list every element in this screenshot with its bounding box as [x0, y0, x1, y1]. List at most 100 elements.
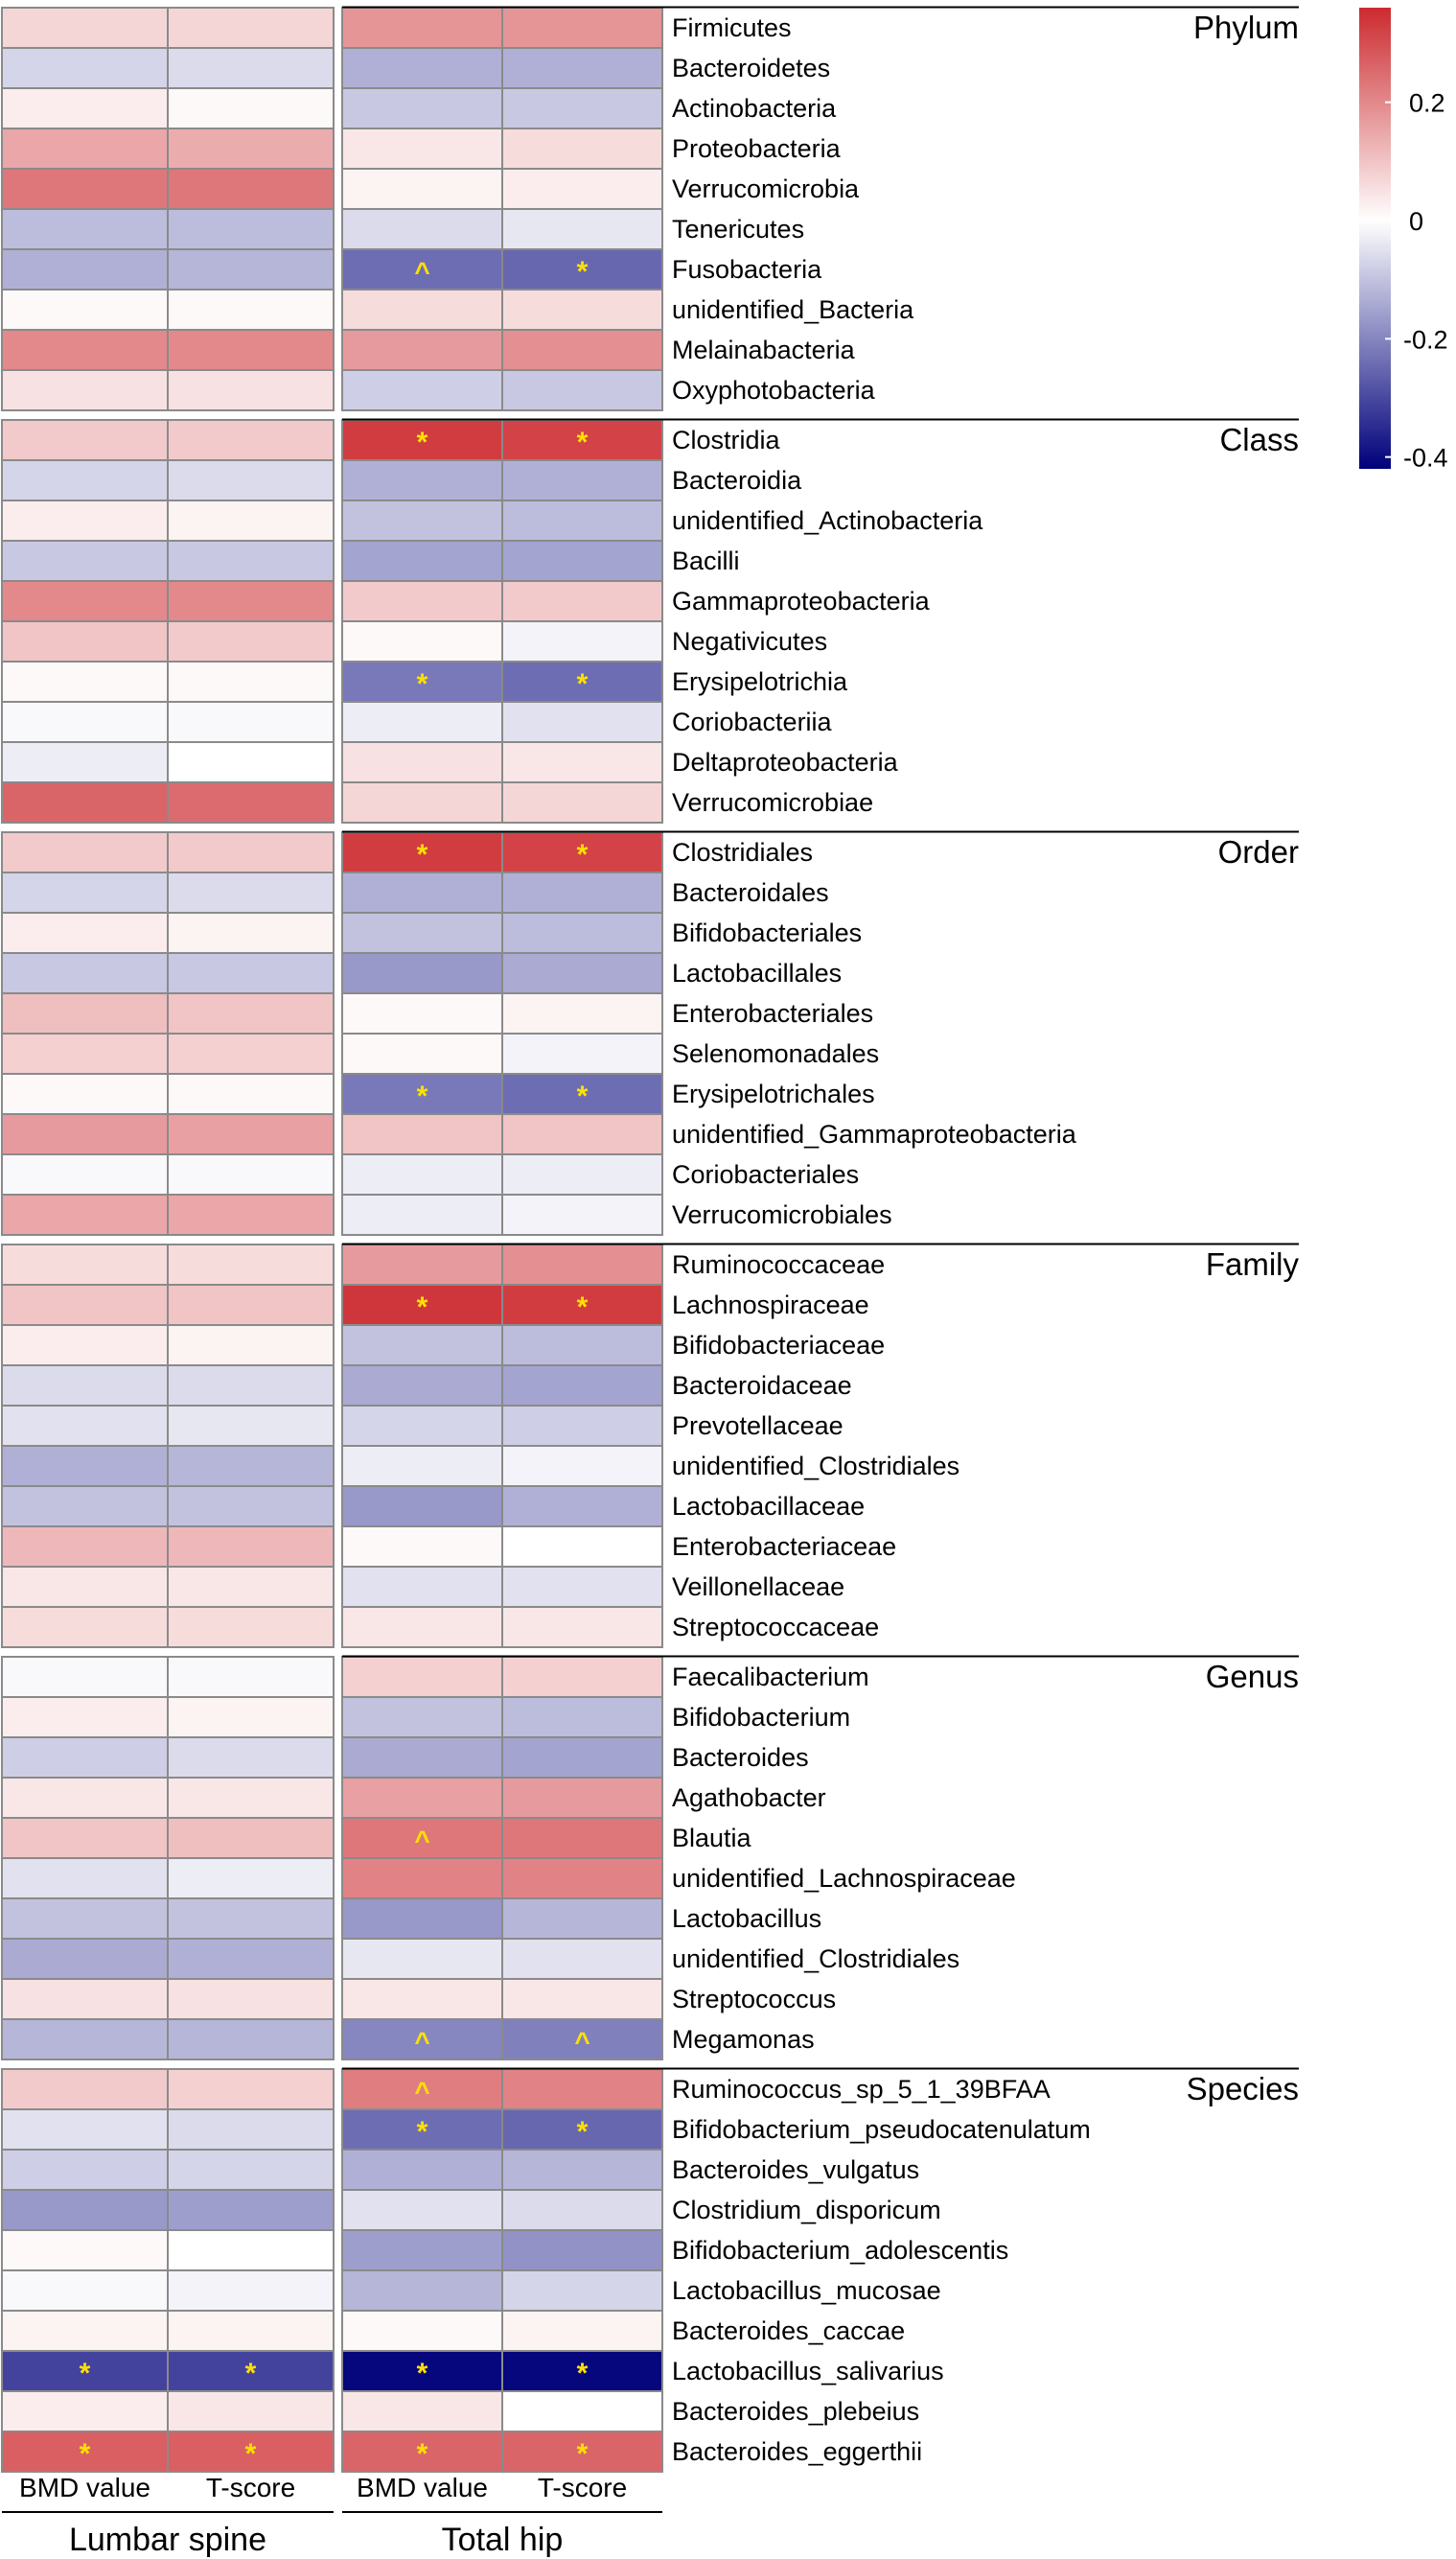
heatmap-cell [342, 2311, 502, 2351]
heatmap-cell [168, 1898, 334, 1939]
heatmap-cell [502, 1697, 662, 1737]
heatmap-cell [2, 1898, 168, 1939]
heatmap-cell [2, 953, 168, 993]
heatmap-cell [2, 1939, 168, 1979]
significance-asterisk: * [577, 839, 589, 871]
heatmap-cell [2, 1858, 168, 1898]
row-label: Lactobacillales [672, 959, 842, 988]
heatmap-cell [502, 1365, 662, 1406]
heatmap-cell [2, 1979, 168, 2019]
row-label: unidentified_Gammaproteobacteria [672, 1120, 1077, 1149]
row-label: unidentified_Bacteria [672, 295, 914, 324]
row-label: Bifidobacteriales [672, 919, 862, 947]
row-label: Clostridiales [672, 838, 813, 867]
heatmap-cell [168, 2270, 334, 2311]
heatmap-cell [342, 169, 502, 209]
heatmap-cell [168, 1154, 334, 1195]
heatmap-cell [168, 1737, 334, 1778]
heatmap-cell [342, 420, 502, 460]
heatmap-cell [2, 1034, 168, 1074]
heatmap-cell [168, 1325, 334, 1365]
heatmap-cells [2, 8, 662, 2472]
taxonomy-level-genus: Genus [1206, 1659, 1299, 1694]
row-label: Bacteroidia [672, 466, 802, 495]
heatmap-cell [502, 2190, 662, 2230]
heatmap-cell [168, 1285, 334, 1325]
heatmap-cell [502, 1657, 662, 1697]
significance-asterisk: * [417, 668, 428, 700]
heatmap-cell [502, 2391, 662, 2431]
heatmap-cell [342, 1034, 502, 1074]
heatmap-cell [342, 702, 502, 742]
significance-asterisk: * [417, 1291, 428, 1323]
significance-caret: ^ [574, 2027, 589, 2057]
heatmap-cell [168, 2431, 334, 2472]
heatmap-cell [168, 541, 334, 581]
heatmap-cell [168, 1697, 334, 1737]
heatmap-cell [2, 993, 168, 1034]
significance-asterisk: * [245, 2358, 257, 2389]
heatmap-cell [2, 1154, 168, 1195]
heatmap-cell [502, 370, 662, 410]
heatmap-cell [168, 169, 334, 209]
heatmap-cell [342, 1154, 502, 1195]
heatmap-cell [342, 370, 502, 410]
significance-caret: ^ [414, 1826, 429, 1855]
row-label: Bifidobacteriaceae [672, 1331, 885, 1360]
heatmap-cell [168, 1657, 334, 1697]
heatmap-cell [2, 2230, 168, 2270]
heatmap-cell [342, 460, 502, 500]
significance-asterisk: * [577, 2438, 589, 2470]
heatmap-cell [2, 460, 168, 500]
row-label: Agathobacter [672, 1783, 826, 1812]
row-labels: Firmicutes Bacteroidetes Actinobacteria Pro… [672, 13, 1091, 2466]
heatmap-cell [168, 913, 334, 953]
heatmap-cell [502, 913, 662, 953]
column-label: T-score [538, 2473, 627, 2502]
heatmap-cell [342, 1818, 502, 1858]
heatmap-cell [342, 1858, 502, 1898]
heatmap-cell [168, 1074, 334, 1114]
heatmap-cell [502, 2230, 662, 2270]
heatmap-cell [502, 460, 662, 500]
heatmap-cell [2, 1737, 168, 1778]
heatmap-cell [502, 1979, 662, 2019]
significance-asterisk: * [577, 668, 589, 700]
row-label: Veillonellaceae [672, 1572, 844, 1601]
heatmap-cell [502, 621, 662, 662]
heatmap-cell [502, 128, 662, 169]
heatmap-cell [2, 1365, 168, 1406]
heatmap-cell [168, 1365, 334, 1406]
heatmap-cell [2, 581, 168, 621]
heatmap-cell [168, 1818, 334, 1858]
heatmap-cell [502, 169, 662, 209]
heatmap-cell [502, 872, 662, 913]
heatmap-cell [2, 2190, 168, 2230]
heatmap-cell [502, 88, 662, 128]
heatmap-cell [342, 48, 502, 88]
heatmap-cell [342, 2230, 502, 2270]
heatmap-cell [502, 2109, 662, 2150]
heatmap-cell [168, 128, 334, 169]
row-label: Bifidobacterium_pseudocatenulatum [672, 2115, 1091, 2144]
heatmap-cell [2, 662, 168, 702]
heatmap-cell [2, 1526, 168, 1567]
heatmap-cell [342, 2391, 502, 2431]
row-label: Verrucomicrobia [672, 174, 860, 203]
heatmap-cell [168, 1245, 334, 1285]
row-label: Megamonas [672, 2025, 815, 2054]
heatmap-cell [342, 782, 502, 823]
heatmap-cell [2, 702, 168, 742]
row-label: unidentified_Lachnospiraceae [672, 1864, 1016, 1893]
heatmap-cell [2, 1195, 168, 1235]
heatmap-cell [502, 2069, 662, 2109]
heatmap-cell [342, 128, 502, 169]
legend-ticks: 0.2 0 -0.2 -0.4 [1385, 89, 1448, 473]
heatmap-cell [2, 48, 168, 88]
heatmap-cell [2, 2069, 168, 2109]
row-label: unidentified_Actinobacteria [672, 506, 983, 535]
row-label: Bifidobacterium_adolescentis [672, 2236, 1008, 2265]
heatmap-cell [342, 1285, 502, 1325]
heatmap-cell [502, 1034, 662, 1074]
heatmap-cell [2, 88, 168, 128]
